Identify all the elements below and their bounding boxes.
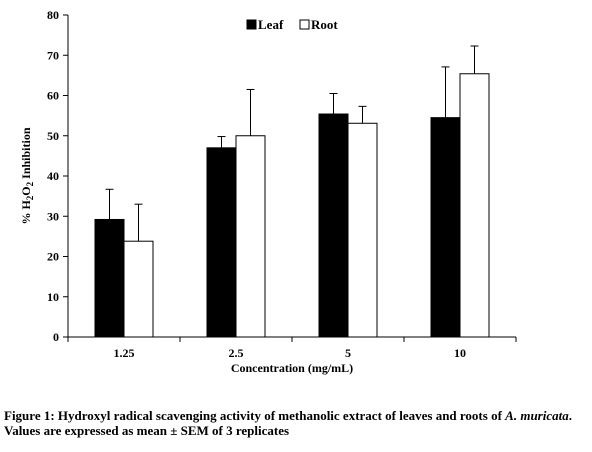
- bar-leaf: [318, 113, 349, 338]
- chart: 0 10 20 30 40 50 60 70 80 1.25 2.5 5 10 Concentrati…: [19, 8, 517, 375]
- bar-root: [347, 122, 378, 338]
- x-tick-label: 2.5: [229, 346, 244, 360]
- x-tick-label: 1.25: [114, 346, 135, 360]
- legend-swatch-leaf: [246, 19, 257, 30]
- legend-label-root: Root: [311, 17, 338, 32]
- caption-text-1: Figure 1: Hydroxyl radical scavenging ac…: [4, 408, 506, 423]
- y-title-sub2: 2: [25, 181, 35, 186]
- x-tick-label: 5: [345, 346, 351, 360]
- caption-text-2: . Values are expressed as mean ± SEM of …: [4, 408, 572, 438]
- bar-root: [123, 240, 154, 338]
- y-title-sub1: 2: [25, 195, 35, 200]
- y-tick-label: 80: [47, 8, 59, 22]
- y-tick-label: 20: [47, 250, 59, 264]
- y-tick-label: 60: [47, 89, 59, 103]
- legend-label-leaf: Leaf: [258, 17, 284, 32]
- x-tick-label: 10: [454, 346, 466, 360]
- y-tick-label: 70: [47, 48, 59, 62]
- y-title-suffix: Inhibition: [19, 127, 33, 182]
- y-title-mid: O: [19, 186, 33, 195]
- y-tick-label: 30: [47, 209, 59, 223]
- bar-leaf: [94, 218, 125, 338]
- y-tick-label: 40: [47, 169, 59, 183]
- y-tick-label: 50: [47, 129, 59, 143]
- bar-root: [235, 135, 266, 338]
- y-tick-label: 10: [47, 290, 59, 304]
- y-tick-label: 0: [53, 330, 59, 344]
- y-title-prefix: % H: [19, 200, 33, 225]
- y-ticks: 0 10 20 30 40 50 60 70 80: [47, 8, 68, 344]
- figure-caption: Figure 1: Hydroxyl radical scavenging ac…: [4, 408, 588, 438]
- x-axis-title: Concentration (mg/mL): [231, 361, 353, 375]
- bar-root: [459, 73, 490, 338]
- caption-species: A. muricata: [505, 408, 569, 423]
- plot-area: [94, 45, 490, 338]
- legend: Leaf Root: [246, 17, 338, 32]
- legend-swatch-root: [299, 19, 310, 30]
- y-axis-title: % H2O2 Inhibition: [19, 127, 35, 224]
- bar-leaf: [430, 117, 461, 338]
- x-ticks: 1.25 2.5 5 10: [67, 337, 517, 360]
- bar-leaf: [206, 147, 237, 338]
